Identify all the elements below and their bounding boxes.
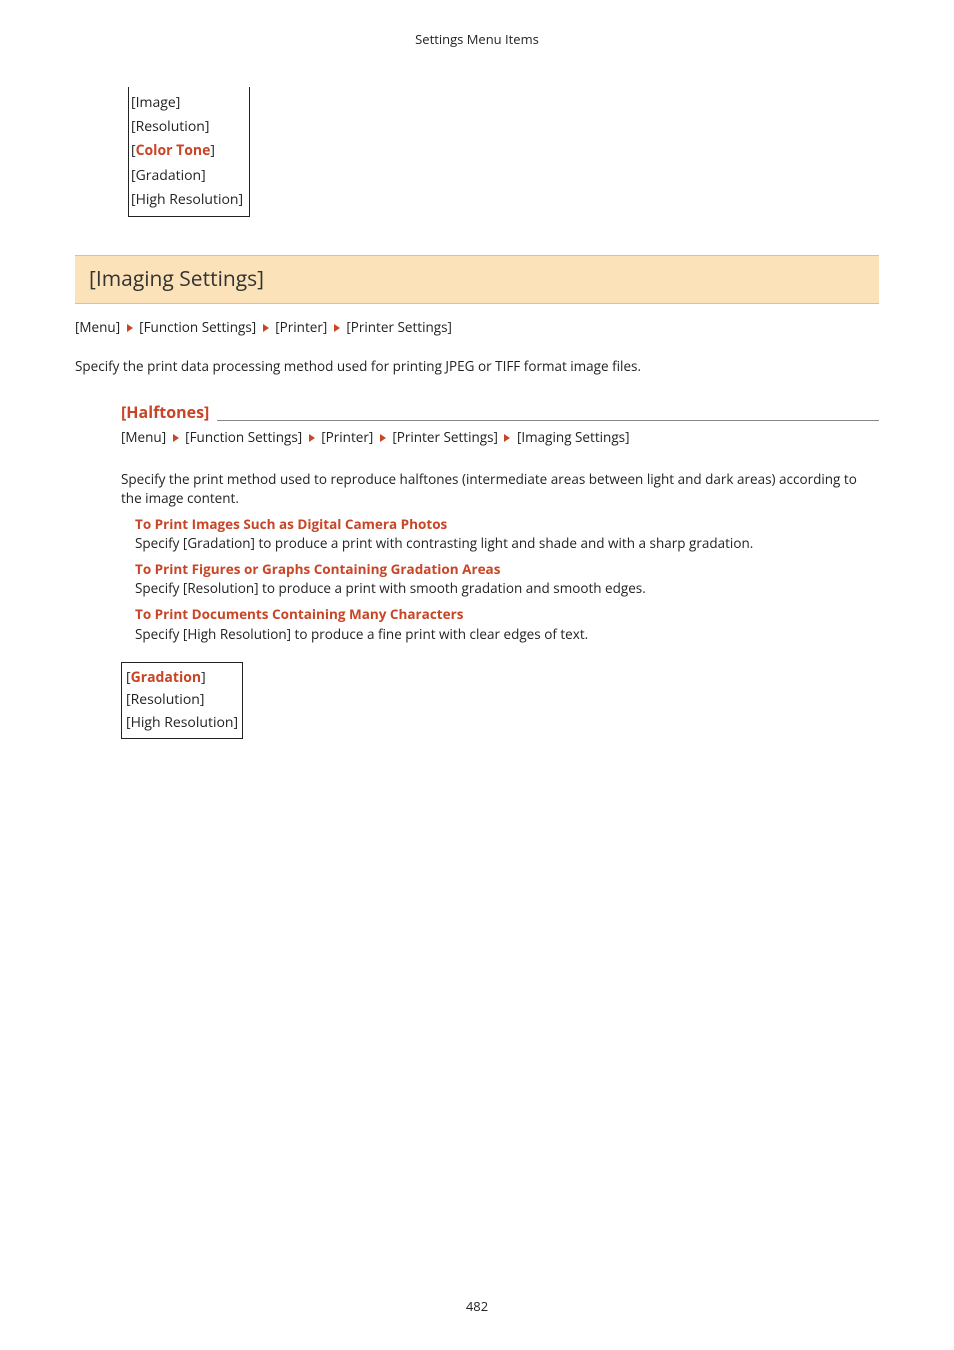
halftones-options-box: [Gradation] [Resolution] [High Resolutio…: [121, 662, 243, 739]
scenario-block: To Print Documents Containing Many Chara…: [135, 605, 879, 644]
breadcrumb-item: [Function Settings]: [185, 428, 302, 446]
scenario-desc: Specify [High Resolution] to produce a f…: [135, 625, 879, 645]
chevron-right-icon: [504, 434, 510, 442]
option-color-tone: [Color Tone]: [131, 139, 243, 163]
option-color-tone-highlight: Color Tone: [136, 141, 211, 160]
breadcrumb-item: [Printer]: [275, 318, 327, 336]
scenario-title: To Print Documents Containing Many Chara…: [135, 605, 879, 625]
page-header: Settings Menu Items: [0, 0, 954, 49]
breadcrumb-item: [Imaging Settings]: [517, 428, 630, 446]
subsection: [Halftones] [Menu] [Function Settings] […: [121, 401, 879, 739]
scenario-block: To Print Figures or Graphs Containing Gr…: [135, 560, 879, 599]
chevron-right-icon: [309, 434, 315, 442]
chevron-right-icon: [334, 324, 340, 332]
heading-rule: [217, 420, 879, 421]
scenario-title: To Print Images Such as Digital Camera P…: [135, 515, 879, 535]
scenario-desc: Specify [Gradation] to produce a print w…: [135, 534, 879, 554]
scenario-desc: Specify [Resolution] to produce a print …: [135, 579, 879, 599]
option-gradation-selected: [Gradation]: [126, 667, 238, 689]
option-resolution: [Resolution]: [126, 689, 238, 711]
breadcrumb-item: [Menu]: [121, 428, 166, 446]
chevron-right-icon: [263, 324, 269, 332]
sub-breadcrumb: [Menu] [Function Settings] [Printer] [Pr…: [121, 428, 879, 448]
breadcrumb: [Menu] [Function Settings] [Printer] [Pr…: [75, 318, 879, 338]
option-high-resolution: [High Resolution]: [131, 188, 243, 212]
option-gradation-highlight: Gradation: [131, 668, 202, 687]
subsection-heading-row: [Halftones]: [121, 401, 879, 424]
section-heading: [Imaging Settings]: [75, 255, 879, 303]
option-parent: [Image]: [131, 91, 243, 115]
subsection-body: Specify the print method used to reprodu…: [121, 470, 879, 509]
option-resolution: [Resolution]: [131, 115, 243, 139]
breadcrumb-item: [Printer]: [321, 428, 373, 446]
scenario-block: To Print Images Such as Digital Camera P…: [135, 515, 879, 554]
chevron-right-icon: [380, 434, 386, 442]
option-high-resolution: [High Resolution]: [126, 712, 238, 734]
page-content: [Image] [Resolution] [Color Tone] [Grada…: [0, 49, 954, 739]
subsection-title: [Halftones]: [121, 401, 209, 424]
breadcrumb-item: [Function Settings]: [139, 318, 256, 336]
scenario-title: To Print Figures or Graphs Containing Gr…: [135, 560, 879, 580]
breadcrumb-item: [Menu]: [75, 318, 120, 336]
section-description: Specify the print data processing method…: [75, 357, 879, 377]
chevron-right-icon: [127, 324, 133, 332]
option-gradation: [Gradation]: [131, 164, 243, 188]
page-number: 482: [0, 1297, 954, 1316]
image-options-box: [Image] [Resolution] [Color Tone] [Grada…: [128, 87, 250, 217]
breadcrumb-item: [Printer Settings]: [392, 428, 498, 446]
chevron-right-icon: [173, 434, 179, 442]
breadcrumb-item: [Printer Settings]: [346, 318, 452, 336]
